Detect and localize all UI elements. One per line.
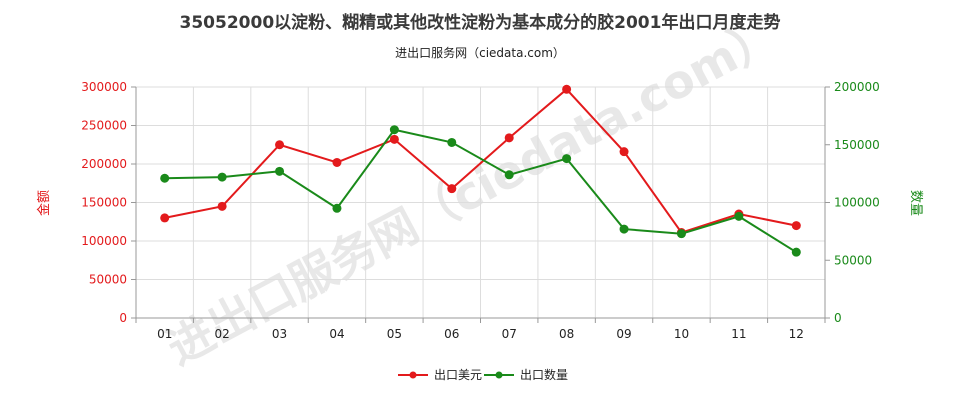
x-tick-label: 09: [616, 327, 631, 341]
x-tick-label: 12: [789, 327, 804, 341]
x-tick-label: 07: [502, 327, 517, 341]
y-left-tick-label: 50000: [89, 273, 127, 287]
data-point-quantity[interactable]: [332, 203, 342, 213]
data-point-quantity[interactable]: [734, 211, 744, 221]
data-point-quantity[interactable]: [275, 166, 285, 176]
legend-item-amount[interactable]: 出口美元: [398, 368, 482, 382]
data-point-amount[interactable]: [447, 184, 457, 194]
x-tick-label: 01: [157, 327, 172, 341]
data-point-amount[interactable]: [619, 147, 629, 157]
data-point-quantity[interactable]: [791, 247, 801, 257]
y-left-tick-label: 100000: [81, 234, 127, 248]
legend-item-quantity[interactable]: 出口数量: [484, 367, 568, 382]
data-point-quantity[interactable]: [447, 137, 457, 147]
data-point-quantity[interactable]: [676, 229, 686, 239]
y-left-tick-label: 250000: [81, 119, 127, 133]
watermark: 进出口服务网（ciedata.com）: [158, 7, 787, 376]
data-point-amount[interactable]: [791, 221, 801, 231]
data-point-quantity[interactable]: [160, 173, 170, 183]
data-point-amount[interactable]: [332, 157, 342, 167]
chart-title: 35052000以淀粉、糊精或其他改性淀粉为基本成分的胶2001年出口月度走势: [179, 13, 781, 33]
y-right-tick-label: 200000: [834, 80, 880, 94]
data-point-amount[interactable]: [160, 213, 170, 223]
data-point-amount[interactable]: [217, 201, 227, 211]
grid-lines: [136, 86, 825, 318]
data-point-quantity[interactable]: [562, 154, 572, 164]
x-tick-label: 08: [559, 327, 574, 341]
data-point-quantity[interactable]: [619, 224, 629, 234]
data-point-amount[interactable]: [389, 134, 399, 144]
y-right-tick-label: 0: [834, 311, 842, 325]
x-tick-label: 10: [674, 327, 689, 341]
data-point-amount[interactable]: [562, 84, 572, 94]
y-right-tick-label: 100000: [834, 196, 880, 210]
data-point-amount[interactable]: [504, 133, 514, 143]
y-axis-right-label: 数量: [908, 190, 923, 216]
x-tick-label: 04: [329, 327, 344, 341]
data-point-quantity[interactable]: [504, 170, 514, 180]
y-left-tick-label: 0: [119, 311, 127, 325]
y-left-tick-label: 300000: [81, 80, 127, 94]
x-tick-label: 11: [731, 327, 746, 341]
legend-label-amount: 出口美元: [434, 368, 482, 382]
y-axis-left-label: 金额: [36, 190, 52, 216]
x-tick-label: 05: [387, 327, 402, 341]
x-tick-label: 03: [272, 327, 287, 341]
y-left-tick-label: 200000: [81, 157, 127, 171]
legend: 出口美元 出口数量: [398, 367, 568, 382]
data-point-quantity[interactable]: [217, 172, 227, 182]
tick-labels: 0500001000001500002000002500003000000500…: [81, 80, 880, 341]
series-line-amount: [164, 87, 797, 234]
series-layer: [160, 84, 801, 257]
series-line-quantity: [164, 128, 797, 254]
y-right-tick-label: 50000: [834, 253, 872, 267]
legend-label-quantity: 出口数量: [520, 367, 568, 382]
data-point-quantity[interactable]: [389, 125, 399, 135]
data-point-amount[interactable]: [275, 140, 285, 150]
x-tick-label: 02: [214, 327, 229, 341]
x-tick-label: 06: [444, 327, 459, 341]
chart-subtitle: 进出口服务网（ciedata.com）: [395, 46, 565, 60]
y-left-tick-label: 150000: [81, 196, 127, 210]
y-right-tick-label: 150000: [834, 138, 880, 152]
